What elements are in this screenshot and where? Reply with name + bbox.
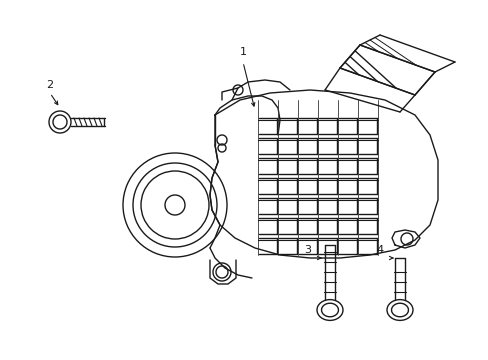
Text: 1: 1 — [239, 47, 246, 57]
Polygon shape — [339, 45, 434, 95]
Text: 4: 4 — [376, 245, 383, 255]
Text: 3: 3 — [304, 245, 311, 255]
Text: 2: 2 — [46, 80, 54, 90]
